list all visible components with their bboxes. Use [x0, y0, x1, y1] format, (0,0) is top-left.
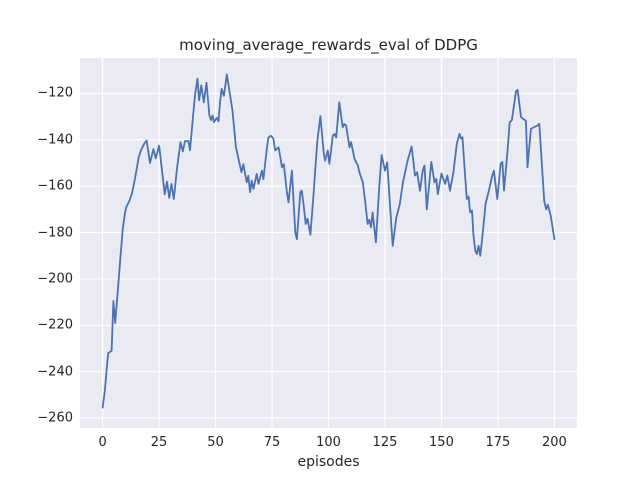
x-tick-label: 25: [150, 435, 168, 450]
x-tick-label: 125: [372, 435, 398, 450]
y-tick-label: −260: [37, 410, 73, 426]
y-tick-label: −240: [37, 364, 73, 380]
y-tick-label: −140: [37, 132, 73, 148]
x-tick-label: 0: [98, 435, 107, 450]
x-tick-label: 50: [207, 435, 224, 450]
y-tick-label: −160: [37, 178, 73, 194]
x-tick-label: 200: [541, 435, 567, 450]
y-tick-label: −200: [37, 271, 73, 287]
x-tick-label: 100: [316, 435, 341, 450]
plot-area: [80, 58, 577, 428]
chart-title: moving_average_rewards_eval of DDPG: [179, 36, 478, 54]
y-tick-label: −180: [37, 225, 73, 241]
x-axis-label: episodes: [297, 454, 360, 470]
y-tick-label: −120: [37, 85, 73, 101]
y-tick-label: −220: [37, 317, 73, 333]
x-tick-label: 150: [429, 435, 454, 450]
x-tick-label: 75: [263, 435, 281, 450]
data-line: [101, 73, 556, 409]
x-tick-label: 175: [485, 435, 511, 450]
